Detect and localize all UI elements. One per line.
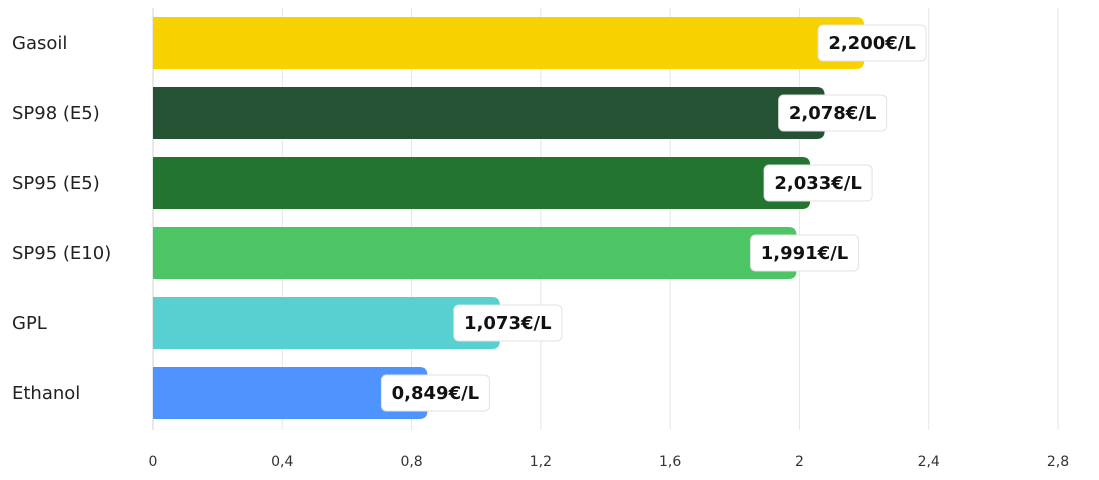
category-labels: Gasoil SP98 (E5) SP95 (E5) SP95 (E10) GPL Eth… [12,33,111,404]
category-label: SP98 (E5) [12,103,100,124]
category-label: Ethanol [12,383,80,404]
x-tick-label: 2,4 [918,454,940,470]
value-badge: 2,033€/L [763,164,873,202]
value-badge: 2,078€/L [778,94,888,132]
bar-sp98-e5[interactable] [153,87,825,139]
value-label: 2,200€/L [828,33,916,54]
value-badge-bg [817,24,927,62]
x-tick-label: 0,4 [271,454,293,470]
value-badge: 2,200€/L [817,24,927,62]
value-label: 1,073€/L [464,313,552,334]
x-tick-label: 1,2 [530,454,552,470]
value-labels: 2,200€/L 2,078€/L 2,033€/L 1,991€/L 1,073€/L… [380,24,927,412]
category-label: SP95 (E10) [12,243,111,264]
bar-sp95-e10[interactable] [153,227,797,279]
bar-ethanol[interactable] [153,367,428,419]
value-badge-bg [763,164,873,202]
value-label: 0,849€/L [392,383,480,404]
value-badge-bg [453,304,563,342]
x-tick-label: 2 [795,454,804,470]
bars [153,17,865,419]
category-label: GPL [12,313,47,334]
bar-gpl[interactable] [153,297,500,349]
value-label: 1,991€/L [761,243,849,264]
value-badge-bg [380,374,490,412]
value-label: 2,078€/L [789,103,877,124]
gridlines [152,8,1059,430]
value-badge: 0,849€/L [380,374,490,412]
x-tick-label: 2,8 [1047,454,1069,470]
value-label: 2,033€/L [774,173,862,194]
category-label: SP95 (E5) [12,173,100,194]
category-label: Gasoil [12,33,67,54]
value-badge-bg [750,234,860,272]
bar-gasoil[interactable] [153,17,865,69]
value-badge-bg [778,94,888,132]
bar-sp95-e5[interactable] [153,157,811,209]
x-tick-label: 1,6 [659,454,681,470]
x-tick-label: 0 [149,454,158,470]
value-badge: 1,073€/L [453,304,563,342]
x-tick-label: 0,8 [400,454,422,470]
x-axis-ticks: 0 0,4 0,8 1,2 1,6 2 2,4 2,8 [149,454,1070,470]
value-badge: 1,991€/L [750,234,860,272]
